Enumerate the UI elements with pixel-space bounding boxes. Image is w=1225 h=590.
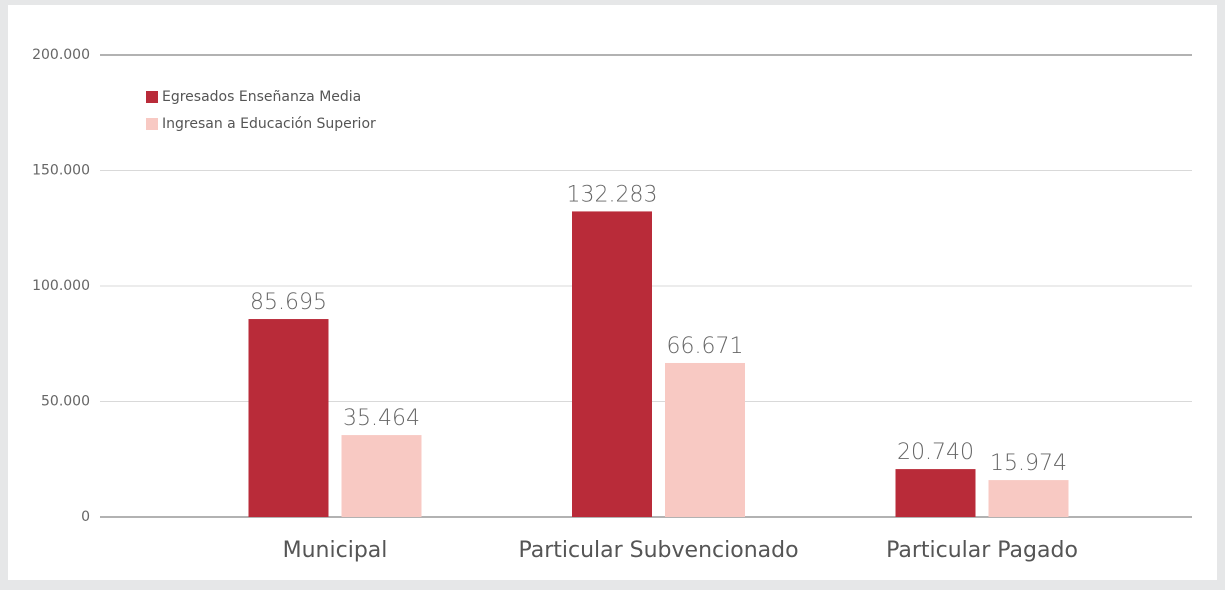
y-tick-label: 0	[81, 509, 90, 525]
y-tick-label: 50.000	[41, 394, 90, 410]
x-tick-label: Particular Pagado	[886, 538, 1078, 563]
x-tick-label: Municipal	[283, 538, 388, 563]
x-tick-label: Particular Subvencionado	[518, 538, 798, 563]
legend-label: Egresados Enseñanza Media	[162, 89, 361, 105]
value-label: 15.974	[990, 451, 1067, 476]
value-label: 35.464	[343, 406, 420, 431]
y-tick-label: 100.000	[32, 278, 90, 294]
legend-swatch	[146, 118, 158, 130]
y-tick-label: 150.000	[32, 163, 90, 179]
value-label: 20.740	[897, 440, 974, 465]
bar	[341, 435, 422, 517]
value-label: 85.695	[250, 290, 327, 315]
bar	[895, 469, 976, 517]
legend-swatch	[146, 91, 158, 103]
bar	[248, 319, 329, 517]
bar	[988, 480, 1069, 517]
y-tick-label: 200.000	[32, 47, 90, 63]
value-label: 66.671	[667, 334, 744, 359]
legend-label: Ingresan a Educación Superior	[162, 116, 376, 132]
bar	[665, 362, 745, 517]
value-label: 132.283	[567, 182, 658, 207]
bar	[572, 211, 652, 517]
